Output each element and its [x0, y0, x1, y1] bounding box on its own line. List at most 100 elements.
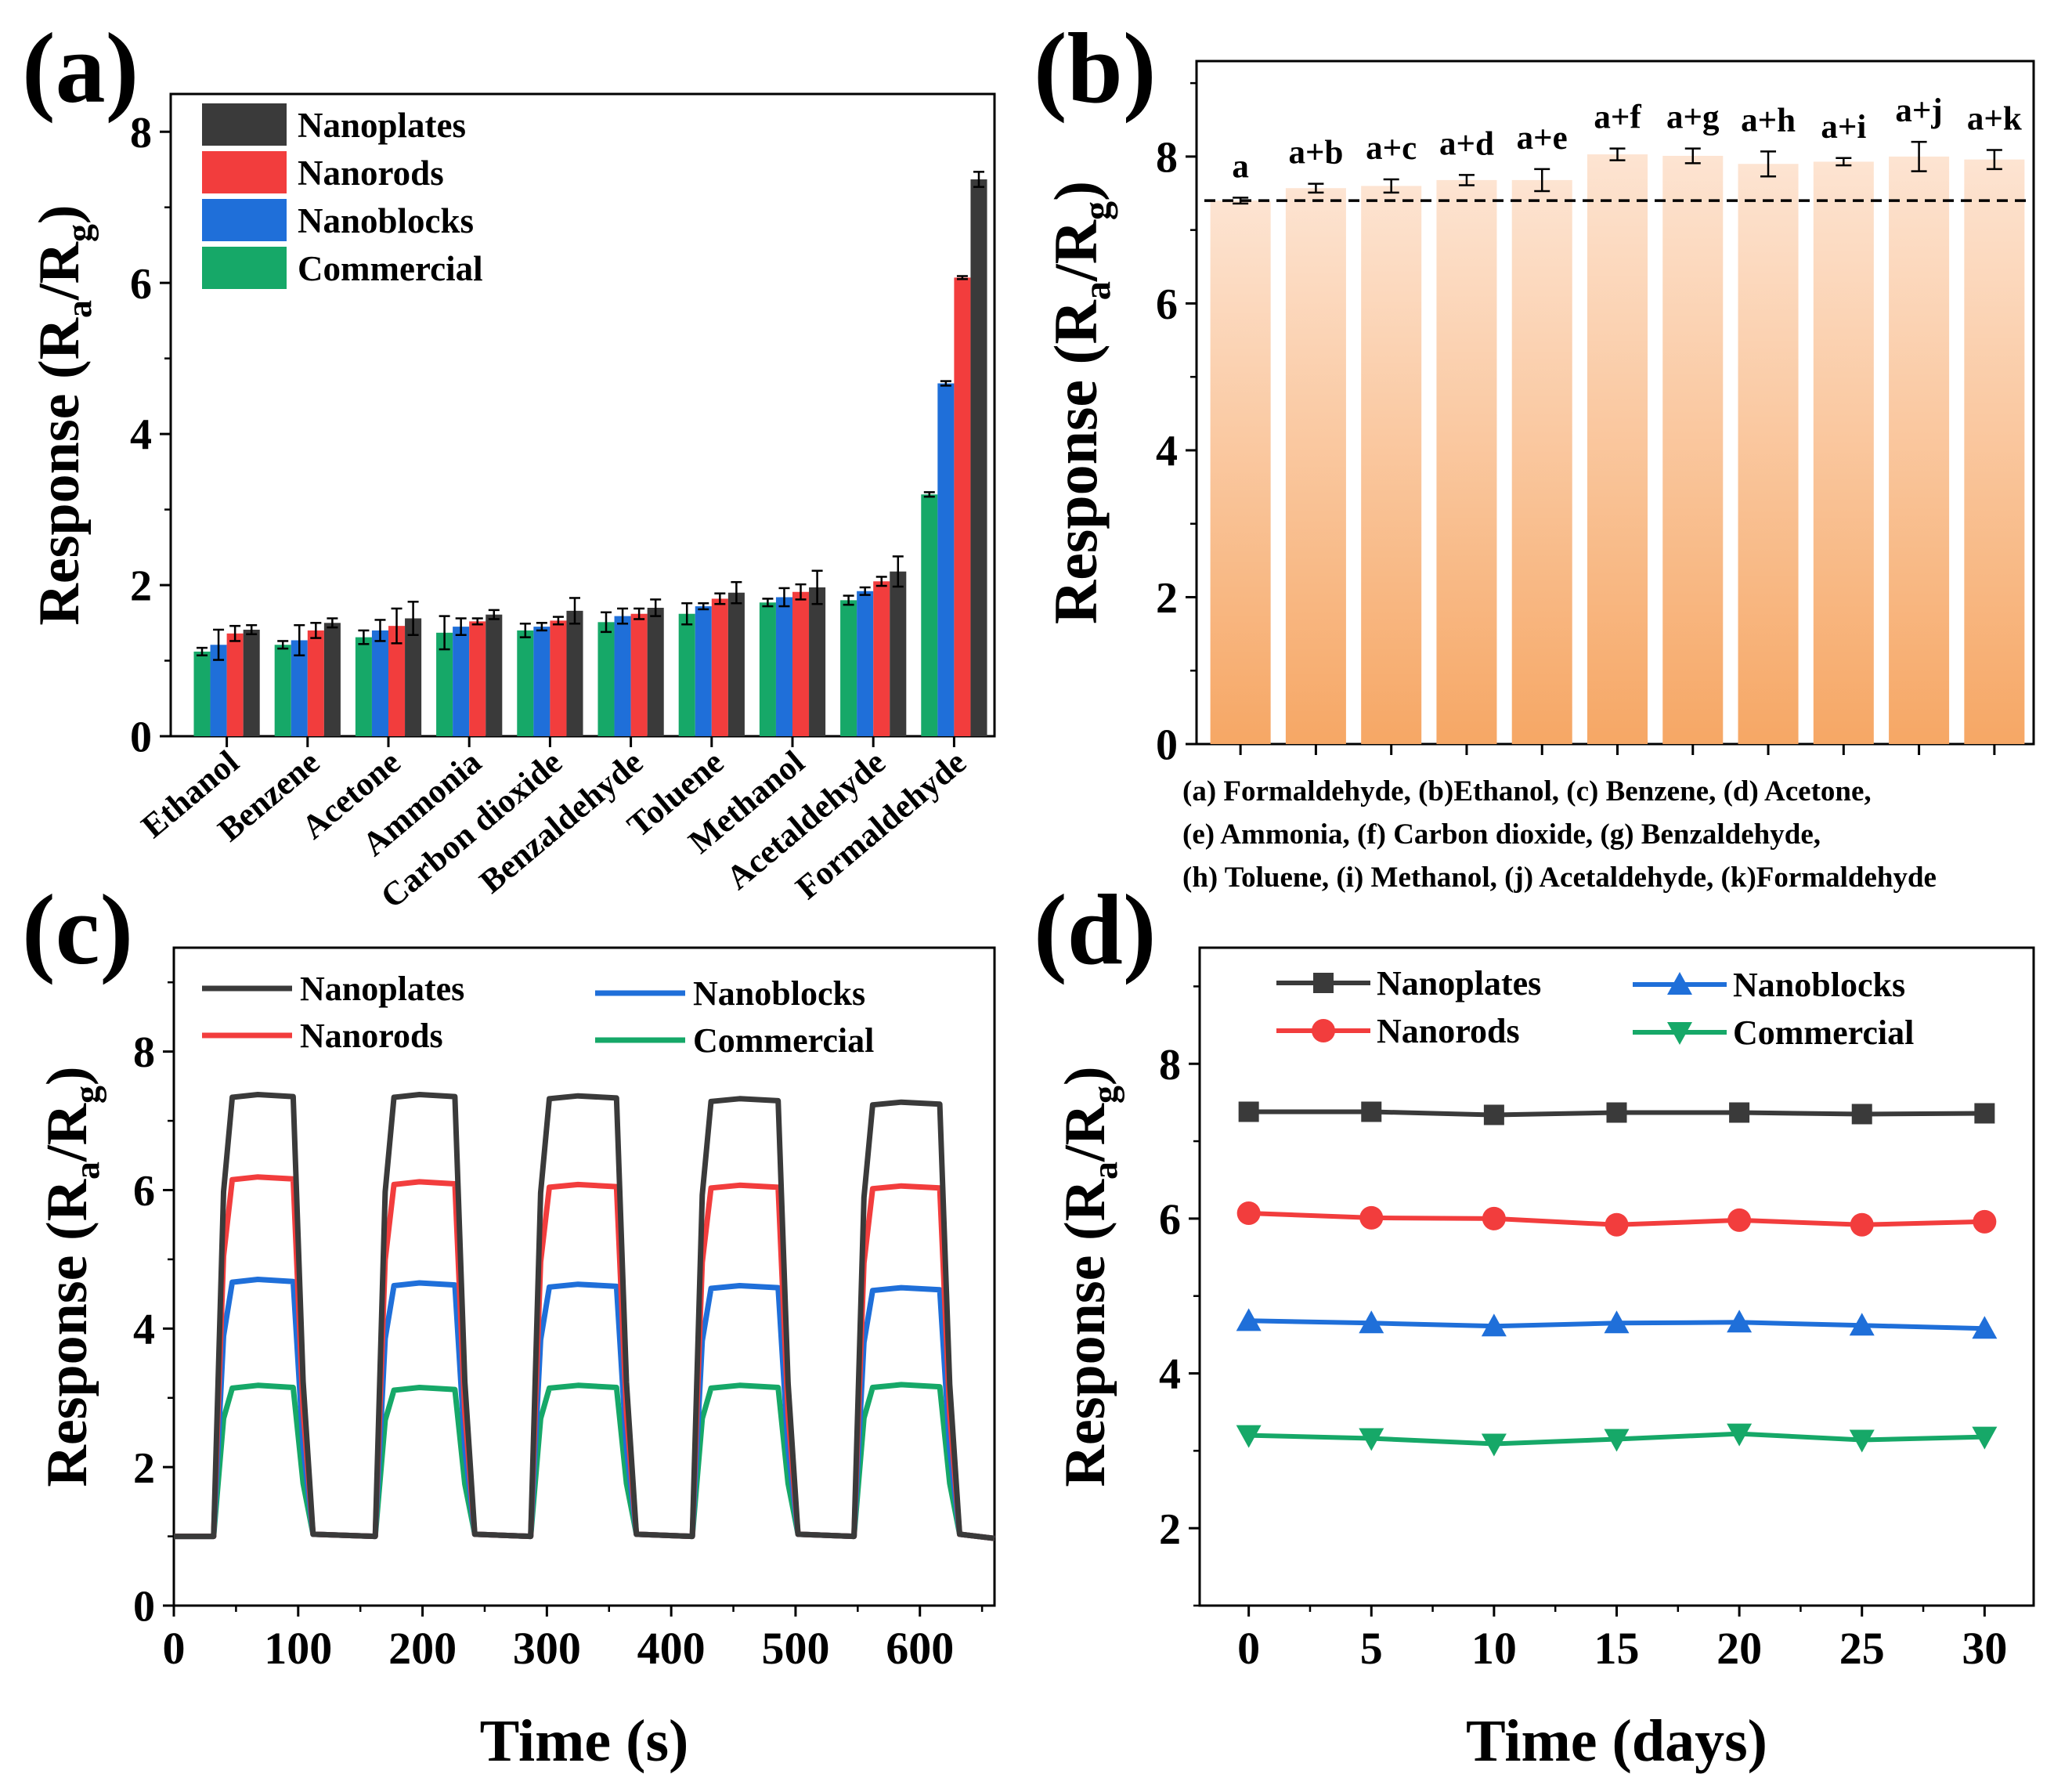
- marker-nanoplates: [1851, 1104, 1872, 1125]
- bar-nanoplates-carbon-dioxide: [566, 610, 583, 736]
- x-axis-label: Time (s): [480, 1708, 689, 1774]
- bar-commercial-benzene: [274, 645, 291, 736]
- y-label-part: ): [1041, 181, 1110, 201]
- bar-nanorods-benzene: [307, 630, 324, 736]
- legend-label: Nanoplates: [1377, 964, 1541, 1003]
- y-label-part: /R: [1041, 219, 1110, 282]
- legend-label: Commercial: [298, 249, 483, 288]
- y-tick-label: 8: [130, 109, 152, 157]
- marker-nanoplates: [1483, 1104, 1504, 1125]
- legend-marker-commercial: [1667, 1022, 1692, 1045]
- y-label-part: Response (R: [35, 1178, 99, 1487]
- y-axis-label: Response (Ra/Rg): [1041, 181, 1118, 624]
- bar-label: a+j: [1895, 92, 1942, 129]
- bar-nanoplates-ethanol: [243, 629, 260, 736]
- marker-commercial: [1481, 1433, 1507, 1457]
- panel-label: (a): [22, 13, 139, 124]
- x-axis-label: Time (days): [1466, 1708, 1767, 1774]
- marker-commercial: [1359, 1428, 1384, 1451]
- legend-swatch-nanoblocks: [202, 199, 287, 241]
- marker-nanoplates: [1361, 1101, 1382, 1122]
- bar-label: a+d: [1439, 125, 1494, 162]
- bar-nanoblocks-formaldehyde: [937, 383, 955, 736]
- marker-nanorods: [1973, 1209, 1997, 1234]
- bar-a+b: [1285, 188, 1346, 744]
- y-tick-label: 4: [1159, 1350, 1181, 1399]
- bar-commercial-ethanol: [193, 651, 211, 736]
- bar-nanorods-methanol: [792, 591, 810, 736]
- y-tick-label: 2: [1156, 574, 1178, 623]
- footnote-line: (e) Ammonia, (f) Carbon dioxide, (g) Ben…: [1182, 818, 1821, 851]
- marker-nanorods: [1482, 1206, 1506, 1230]
- legend-label: Nanoblocks: [1733, 966, 1905, 1004]
- bar-commercial-toluene: [678, 613, 695, 736]
- y-tick-label: 2: [130, 562, 152, 611]
- bar-label: a+e: [1517, 120, 1568, 157]
- legend-marker-nanorods: [1312, 1019, 1335, 1042]
- bar-commercial-benzaldehyde: [597, 622, 615, 736]
- bar-a+e: [1511, 179, 1572, 744]
- y-label-part: Response (R: [27, 316, 92, 625]
- marker-nanoblocks: [1481, 1313, 1507, 1337]
- bar-a+k: [1964, 159, 2025, 744]
- y-label-subscript: g: [1085, 1086, 1124, 1104]
- bar-a+h: [1738, 164, 1799, 745]
- bar-a+j: [1889, 156, 1950, 745]
- y-tick-label: 0: [133, 1583, 155, 1631]
- x-tick-label: 5: [1360, 1623, 1383, 1674]
- y-label-subscript: g: [1077, 201, 1118, 220]
- marker-nanorods: [1850, 1212, 1874, 1237]
- marker-nanorods: [1605, 1212, 1629, 1237]
- footnote-line: (h) Toluene, (i) Methanol, (j) Acetaldeh…: [1182, 862, 1937, 894]
- marker-nanorods: [1359, 1205, 1384, 1230]
- bar-a+f: [1587, 154, 1648, 744]
- y-tick-label: 6: [1159, 1195, 1181, 1244]
- y-tick-label: 6: [133, 1167, 155, 1216]
- bar-nanoblocks-benzaldehyde: [614, 616, 631, 736]
- bar-a: [1210, 201, 1271, 745]
- marker-commercial: [1604, 1429, 1630, 1452]
- x-tick-label: 25: [1839, 1623, 1885, 1674]
- marker-nanoblocks: [1604, 1310, 1630, 1334]
- y-label-subscript: g: [67, 1086, 106, 1104]
- bar-nanorods-ammonia: [469, 621, 486, 736]
- bar-nanoplates-acetone: [405, 618, 422, 736]
- bar-a+i: [1813, 161, 1874, 744]
- legend-label: Nanorods: [300, 1017, 443, 1055]
- y-label-part: ): [35, 1066, 99, 1086]
- bar-nanorods-benzaldehyde: [630, 613, 648, 736]
- marker-commercial: [1972, 1426, 1998, 1450]
- bar-nanoplates-toluene: [727, 592, 745, 736]
- bar-nanoplates-acetaldehyde: [890, 571, 907, 736]
- panel-label: (c): [22, 874, 133, 985]
- bar-label: a+c: [1366, 130, 1417, 167]
- bar-nanorods-toluene: [711, 598, 728, 736]
- bar-commercial-acetaldehyde: [840, 600, 857, 736]
- bar-a+g: [1662, 155, 1724, 744]
- legend-marker-nanoplates: [1313, 973, 1334, 993]
- panel-label: (d): [1034, 874, 1156, 985]
- legend-label: Commercial: [1733, 1013, 1914, 1052]
- legend-swatch-nanorods: [202, 151, 287, 193]
- y-label-part: ): [1053, 1066, 1117, 1086]
- bar-nanoblocks-benzene: [291, 640, 308, 736]
- series-line-nanoplates: [174, 1092, 995, 1541]
- marker-commercial: [1849, 1429, 1875, 1453]
- bar-nanoplates-benzene: [323, 623, 341, 736]
- legend-label: Nanoplates: [300, 970, 464, 1008]
- bar-nanorods-acetone: [388, 626, 406, 736]
- x-tick-label: 200: [388, 1623, 457, 1674]
- x-tick-label: 10: [1471, 1623, 1517, 1674]
- plot-frame: [172, 946, 996, 1607]
- panel-c: (c) 0 2 4 6 8 Response (Ra/Rg) 0 100 200 300 400 500…: [22, 874, 996, 1774]
- marker-commercial: [1727, 1423, 1753, 1447]
- bar-nanoblocks-toluene: [695, 606, 712, 736]
- bar-nanoplates-formaldehyde: [970, 179, 987, 736]
- bar-a+c: [1361, 186, 1422, 745]
- marker-commercial: [1236, 1425, 1262, 1448]
- x-tick-label: 400: [637, 1623, 706, 1674]
- y-tick-label: 8: [133, 1028, 155, 1077]
- bar-nanoblocks-ethanol: [210, 645, 227, 736]
- legend-label: Nanoblocks: [298, 201, 474, 240]
